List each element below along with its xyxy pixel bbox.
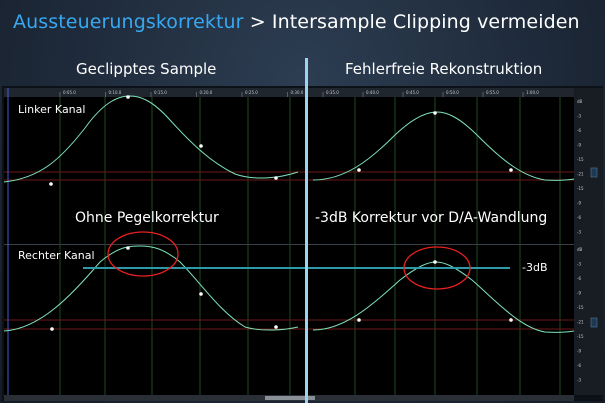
clipping-highlight-ellipse [107,231,179,277]
db-scale-label: -15 [577,157,584,162]
sample-point [49,182,53,186]
label-correction: -3dB Korrektur vor D/A-Wandlung [315,210,548,226]
db-scale-label: -3 [577,262,581,267]
db-scale-label: -9 [577,291,581,296]
db-scale-label: -9 [577,349,581,354]
level-grid [4,171,574,330]
db-scale-label: -15 [577,305,584,310]
ruler-tick-label: 0:10.0 [109,90,122,95]
waveforms [3,95,575,333]
db-scale-label: -6 [577,128,581,133]
label-minus-3db: -3dB [522,261,548,274]
sample-point [126,246,130,250]
title-rest: Intersample Clipping vermeiden [271,11,580,33]
sample-point [274,176,278,180]
db-scale: dB -3 -6 -9 -15 -21 -15 -9 -6 -3 dB -3 -6 -9 -15 -21 -15… [577,99,584,383]
ruler-ticks: 0:05.0 0:10.0 0:15.0 0:20.0 0:25.0 0:30.0 0:35… [59,90,539,97]
db-scale-label: -3 [577,230,581,235]
title-separator: > [249,11,266,33]
ruler-tick-label: 0:20.0 [200,90,213,95]
db-scale-label: -6 [577,215,581,220]
sample-point [199,144,203,148]
timeline-ruler[interactable] [4,88,574,97]
ruler-tick-label: 1:00.0 [526,90,539,95]
waveform-right-clipped [3,245,299,332]
db-scale-label: -21 [577,172,584,177]
db-scale-label: -9 [577,201,581,206]
waveform-left-clipped [3,95,299,183]
sample-point [509,318,513,322]
headroom-highlight-ellipse [403,246,471,290]
db-meter [574,88,603,395]
track-left-channel[interactable] [4,97,574,244]
ruler-tick-label: 0:35.0 [326,90,339,95]
channel-l-indicator[interactable] [590,167,598,178]
ruler-tick-label: 0:15.0 [154,90,167,95]
db-scale-label: dB [577,247,583,252]
heading-error-free-reconstruction: Fehlerfreie Rekonstruktion [345,60,543,78]
db-scale-label: -21 [577,320,584,325]
scrollbar-thumb[interactable] [265,396,315,400]
ruler-tick-label: 0:45.0 [406,90,419,95]
ruler-tick-label: 0:25.0 [245,90,258,95]
sample-point [357,168,361,172]
sample-point [199,292,203,296]
label-right-channel: Rechter Kanal [18,249,95,262]
ruler-tick-label: 0:05.0 [63,90,76,95]
sample-point [50,327,54,331]
page-title: Aussteuerungskorrektur > Intersample Cli… [13,11,580,33]
sample-point [433,111,437,115]
ruler-tick-label: 0:55.0 [486,90,499,95]
ruler-tick-label: 0:40.0 [366,90,379,95]
db-scale-label: -6 [577,363,581,368]
ruler-tick-label: 0:50.0 [446,90,459,95]
db-scale-label: dB [577,99,583,104]
sample-point [433,260,437,264]
label-no-correction: Ohne Pegelkorrektur [75,210,219,226]
db-scale-label: -15 [577,334,584,339]
db-scale-label: -3 [577,114,581,119]
db-scale-label: -15 [577,186,584,191]
db-scale-label: -6 [577,276,581,281]
channel-r-indicator[interactable] [590,317,598,328]
db-scale-label: -3 [577,378,581,383]
heading-clipped-sample: Geclipptes Sample [76,60,217,78]
sample-point [357,318,361,322]
ruler-tick-label: 0:30.0 [291,90,304,95]
title-accent: Aussteuerungskorrektur [13,11,244,33]
db-scale-label: -9 [577,143,581,148]
waveform-right-reconstructed [312,261,575,333]
sample-point [274,325,278,329]
sample-points [49,95,513,331]
sample-point [509,168,513,172]
sample-point [126,95,130,99]
waveform-left-reconstructed [312,111,575,181]
label-left-channel: Linker Kanal [18,103,86,116]
